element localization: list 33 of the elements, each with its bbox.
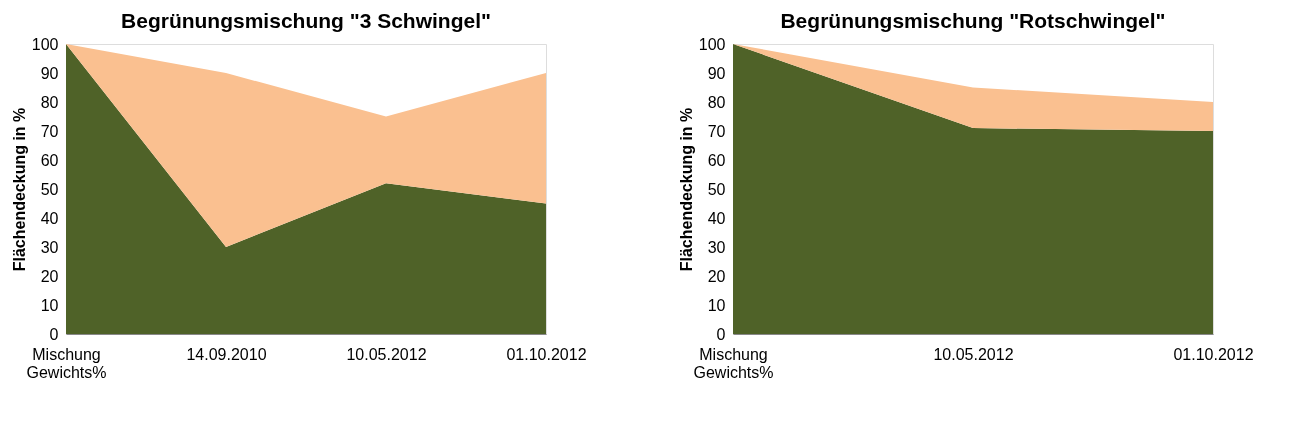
y-tick-label: 90 (707, 64, 726, 82)
y-tick-label: 30 (40, 238, 59, 256)
y-tick-label: 100 (31, 35, 59, 53)
x-tick-label: Mischung Gewichts% (693, 345, 774, 381)
y-tick-label: 10 (40, 296, 59, 314)
y-tick-label: 80 (40, 93, 59, 111)
y-axis-title: Flächendeckung in % (677, 107, 695, 272)
y-tick-label: 20 (40, 267, 59, 285)
x-tick-label: 01.10.2012 (1173, 345, 1254, 363)
y-tick-label: 50 (40, 180, 59, 198)
chart-title: Begrünungsmischung "Rotschwingel" (780, 9, 1166, 32)
chart-title: Begrünungsmischung "3 Schwingel" (121, 9, 491, 32)
y-tick-label: 70 (707, 122, 726, 140)
y-tick-label: 60 (707, 151, 726, 169)
y-tick-label: 70 (40, 122, 59, 140)
y-tick-label: 40 (707, 209, 726, 227)
y-axis-title: Flächendeckung in % (10, 107, 28, 272)
x-tick-label: 01.10.2012 (506, 345, 587, 363)
x-tick-label: 14.09.2010 (186, 345, 267, 363)
x-tick-label: 10.05.2012 (933, 345, 1014, 363)
y-tick-label: 50 (707, 180, 726, 198)
y-tick-label: 40 (40, 209, 59, 227)
y-tick-label: 0 (716, 325, 726, 343)
y-tick-label: 80 (707, 93, 726, 111)
y-tick-label: 10 (707, 296, 726, 314)
y-tick-label: 20 (707, 267, 726, 285)
x-tick-label: Mischung Gewichts% (26, 345, 107, 381)
y-tick-label: 100 (698, 35, 726, 53)
y-tick-label: 60 (40, 151, 59, 169)
y-tick-label: 0 (49, 325, 59, 343)
y-tick-label: 90 (40, 64, 59, 82)
x-tick-label: 10.05.2012 (346, 345, 427, 363)
y-tick-label: 30 (707, 238, 726, 256)
